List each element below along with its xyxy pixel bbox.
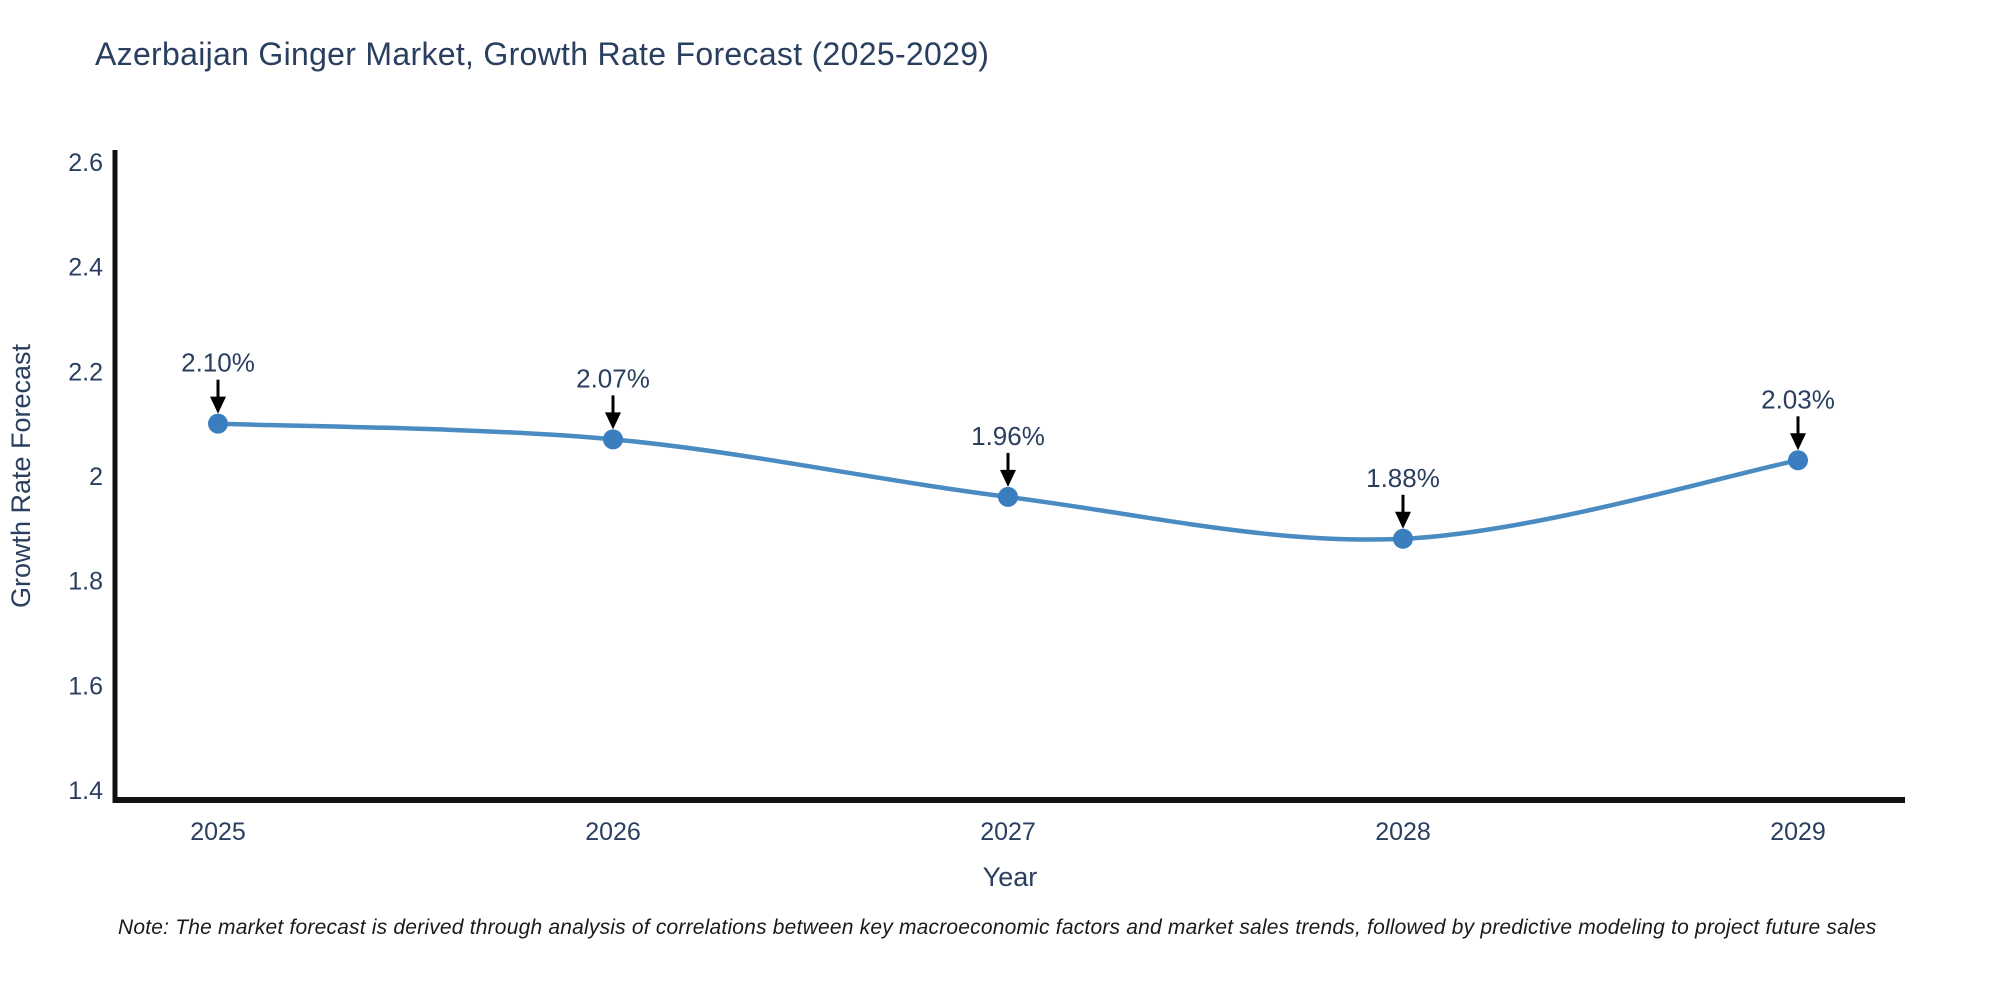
y-tick-label: 1.6 [68, 672, 103, 700]
y-tick-label: 2.2 [68, 358, 103, 386]
x-tick-label: 2028 [1375, 818, 1431, 846]
annotation-label: 1.88% [1366, 463, 1440, 493]
annotation-arrowhead [1790, 433, 1806, 451]
annotation-arrowhead [605, 412, 621, 430]
data-point-marker [1788, 450, 1808, 471]
y-tick-label: 2 [89, 463, 103, 491]
y-tick-label: 1.4 [68, 777, 103, 805]
x-tick-label: 2027 [980, 818, 1036, 846]
annotation-arrowhead [1395, 511, 1411, 529]
y-tick-label: 1.8 [68, 568, 103, 596]
annotation-label: 2.03% [1761, 384, 1835, 414]
x-axis-title: Year [983, 862, 1038, 892]
footnote: Note: The market forecast is derived thr… [118, 916, 1877, 939]
data-point-marker [1393, 528, 1413, 549]
x-tick-label: 2025 [190, 818, 246, 846]
y-axis-title: Growth Rate Forecast [6, 343, 36, 608]
chart-title: Azerbaijan Ginger Market, Growth Rate Fo… [95, 36, 990, 72]
data-point-marker [603, 429, 623, 450]
annotation-arrowhead [210, 396, 226, 414]
y-tick-label: 2.4 [68, 254, 103, 282]
data-point-marker [998, 486, 1018, 507]
y-tick-label: 2.6 [68, 149, 103, 177]
x-tick-label: 2029 [1770, 818, 1826, 846]
x-tick-label: 2026 [585, 818, 641, 846]
annotation-label: 2.10% [181, 348, 255, 378]
data-point-marker [208, 413, 228, 434]
annotation-arrowhead [1000, 469, 1016, 487]
annotation-label: 2.07% [576, 363, 650, 393]
annotation-label: 1.96% [971, 421, 1045, 451]
